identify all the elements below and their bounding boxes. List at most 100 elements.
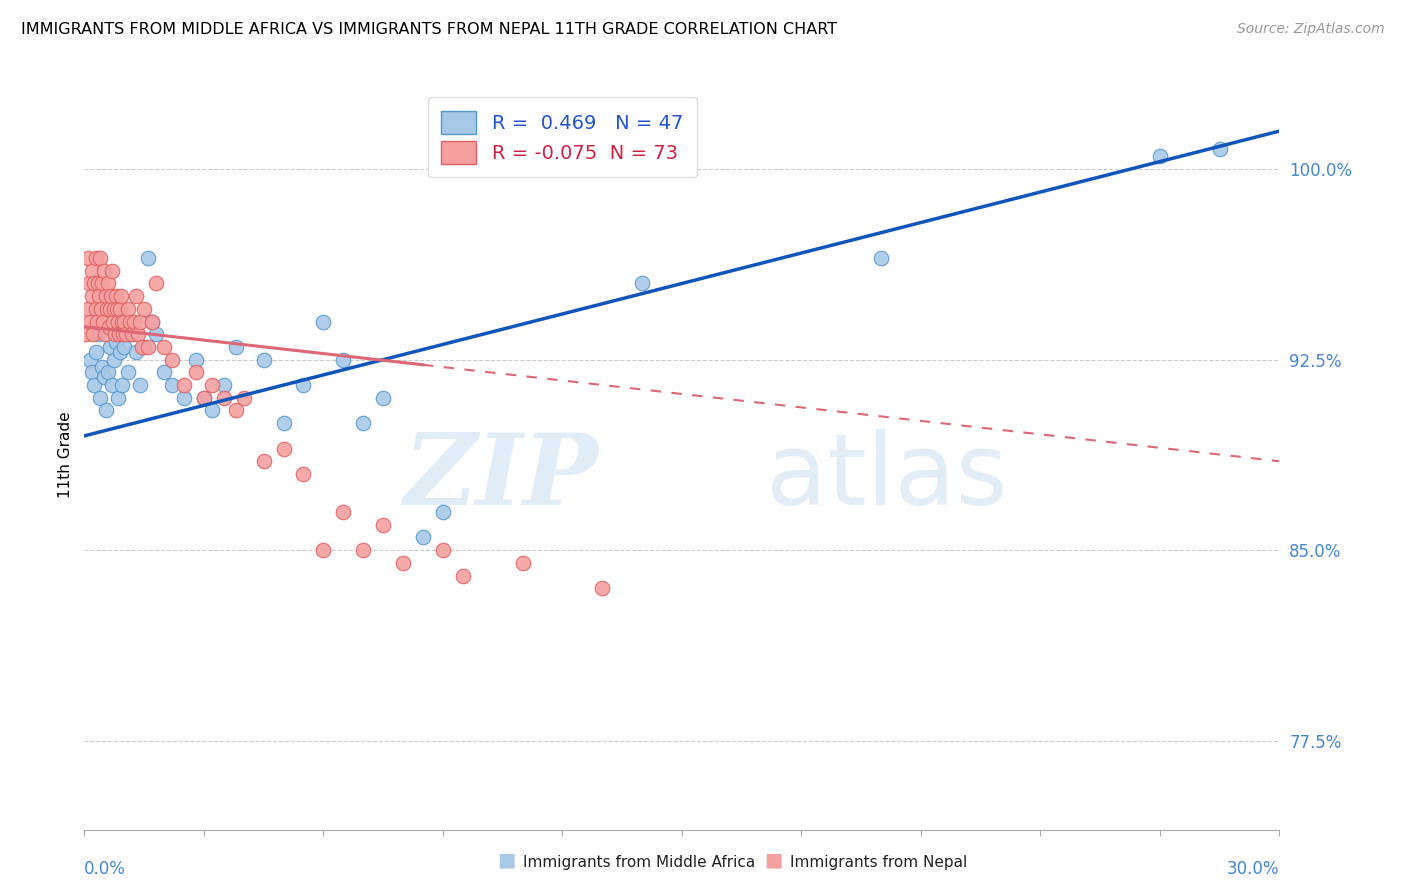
Point [80,289,103,303]
Point [79,352,101,367]
Point [253,454,276,468]
Point [101,378,124,392]
Text: ■: ■ [496,851,516,870]
Point [86,345,108,359]
Point [96,301,118,316]
Text: atlas: atlas [766,429,1007,526]
Point [94,327,117,342]
Text: Source: ZipAtlas.com: Source: ZipAtlas.com [1237,22,1385,37]
Point [129,378,152,392]
Point [392,556,415,570]
Point [79,315,101,329]
Point [103,352,125,367]
Point [86,251,108,265]
Point [132,340,156,354]
Point [112,327,135,342]
Point [160,352,183,367]
Point [96,403,118,417]
Point [225,403,247,417]
Point [103,301,125,316]
Point [84,301,107,316]
Point [77,277,100,291]
Point [93,315,115,329]
Point [101,315,124,329]
Point [141,315,163,329]
Point [77,301,100,316]
Point [96,289,118,303]
Point [105,334,128,349]
Point [87,277,110,291]
Point [91,360,114,375]
Point [136,340,159,354]
Point [131,340,153,354]
Point [115,327,138,342]
Point [184,365,207,379]
Point [432,505,454,519]
Text: ■: ■ [763,851,783,870]
Point [122,315,145,329]
Point [110,289,132,303]
Point [117,301,139,316]
Text: Immigrants from Middle Africa: Immigrants from Middle Africa [523,855,755,870]
Point [104,327,127,342]
Point [352,416,374,430]
Point [98,340,121,354]
Point [193,391,215,405]
Point [253,352,276,367]
Point [89,251,111,265]
Point [132,301,156,316]
Point [110,345,132,359]
Point [332,352,354,367]
Text: Immigrants from Nepal: Immigrants from Nepal [790,855,967,870]
Point [117,365,139,379]
Point [141,315,163,329]
Point [432,543,454,558]
Point [105,289,128,303]
Point [512,556,534,570]
Point [1209,142,1232,156]
Point [373,391,395,405]
Point [136,251,159,265]
Point [145,327,167,342]
Point [201,378,224,392]
Point [352,543,374,558]
Point [76,251,98,265]
Point [145,277,167,291]
Point [111,315,134,329]
Point [107,315,129,329]
Point [121,327,143,342]
Point [201,403,224,417]
Point [107,391,129,405]
Point [373,517,395,532]
Point [184,352,207,367]
Point [173,391,195,405]
Y-axis label: 11th Grade: 11th Grade [58,411,73,499]
Point [82,365,104,379]
Point [111,378,134,392]
Legend: R =  0.469   N = 47, R = -0.075  N = 73: R = 0.469 N = 47, R = -0.075 N = 73 [427,97,697,178]
Point [292,467,315,481]
Point [121,327,143,342]
Point [870,251,893,265]
Point [332,505,354,519]
Point [160,378,183,392]
Point [82,264,104,278]
Point [173,378,195,392]
Point [591,581,613,595]
Point [125,345,148,359]
Point [232,391,254,405]
Point [83,277,105,291]
Point [312,543,335,558]
Point [212,391,235,405]
Text: IMMIGRANTS FROM MIDDLE AFRICA VS IMMIGRANTS FROM NEPAL 11TH GRADE CORRELATION CH: IMMIGRANTS FROM MIDDLE AFRICA VS IMMIGRA… [21,22,837,37]
Point [90,301,112,316]
Point [98,301,121,316]
Point [98,319,121,334]
Point [129,315,152,329]
Point [412,531,434,545]
Point [82,327,104,342]
Point [89,289,111,303]
Point [127,327,149,342]
Point [100,289,122,303]
Text: ZIP: ZIP [404,429,599,525]
